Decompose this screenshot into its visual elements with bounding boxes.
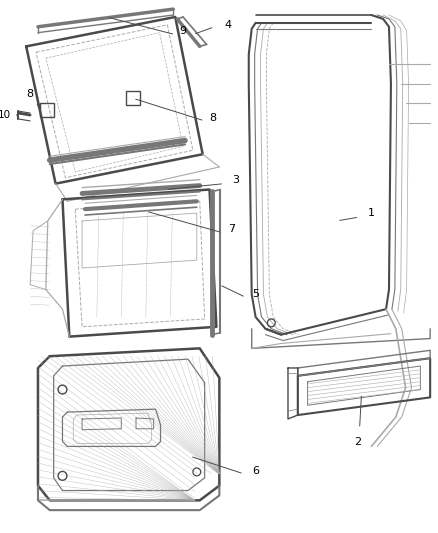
Text: 3: 3 xyxy=(233,175,240,185)
Bar xyxy=(126,92,140,105)
Text: 8: 8 xyxy=(27,90,34,100)
Text: 1: 1 xyxy=(368,208,375,218)
Text: 2: 2 xyxy=(354,438,361,448)
Text: 7: 7 xyxy=(229,224,236,234)
Bar xyxy=(40,103,53,117)
Text: 10: 10 xyxy=(0,110,11,120)
Text: 5: 5 xyxy=(252,289,259,300)
Text: 8: 8 xyxy=(209,113,216,123)
Text: 6: 6 xyxy=(252,466,259,476)
Text: 4: 4 xyxy=(225,20,232,30)
Text: 9: 9 xyxy=(180,26,187,36)
